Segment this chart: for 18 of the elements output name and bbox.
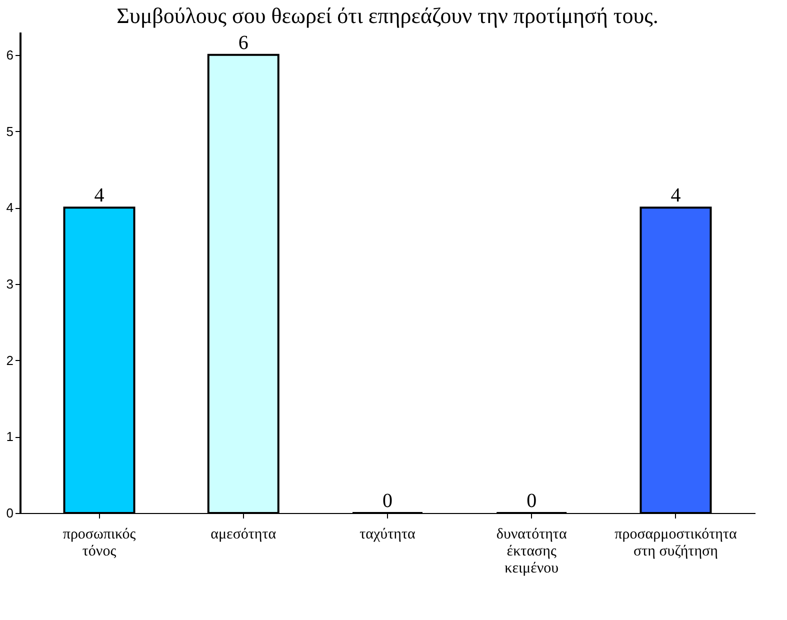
data-label: 4 xyxy=(670,184,681,207)
y-tick-label: 0 xyxy=(6,506,14,520)
x-tick-label: δυνατότητα έκτασης κειμένου xyxy=(496,526,567,576)
chart-title: Συμβούλους σου θεωρεί ότι επηρεάζουν την προτίμησή τους. xyxy=(116,3,658,28)
x-tick-label: προσαρμοστικότητα στη συζήτηση xyxy=(614,526,737,560)
y-tick-label: 3 xyxy=(6,276,14,292)
x-tick-label: προσωπικός τόνος xyxy=(62,526,136,560)
y-tick-label: 4 xyxy=(6,200,14,216)
y-tick-label: 5 xyxy=(6,124,14,139)
x-tick-label: αμεσότητα xyxy=(210,526,276,542)
data-label: 4 xyxy=(94,184,104,207)
data-label: 0 xyxy=(382,490,392,512)
y-tick-label: 2 xyxy=(6,352,14,368)
y-tick-label: 6 xyxy=(6,47,14,62)
data-label: 6 xyxy=(238,32,248,54)
data-label: 0 xyxy=(526,490,537,512)
y-tick-label: 1 xyxy=(6,429,14,444)
x-tick-label: ταχύτητα xyxy=(360,526,416,542)
